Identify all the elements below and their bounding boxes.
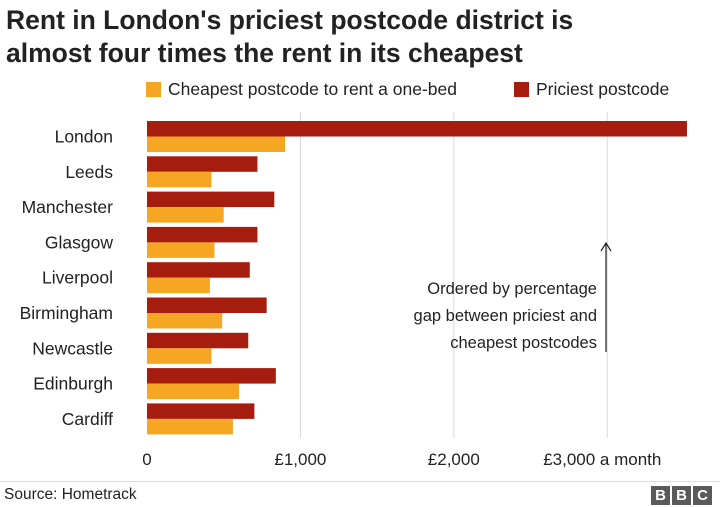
x-tick-label-3: £3,000 a month <box>543 450 661 469</box>
bbc-logo: B B C <box>651 486 712 505</box>
legend-item-priciest: Priciest postcode <box>514 77 669 101</box>
bar-cheapest-3 <box>147 242 215 258</box>
category-label-8: Cardiff <box>62 409 113 429</box>
bbc-logo-letter-1: B <box>651 486 670 505</box>
legend-swatch-priciest <box>514 81 529 97</box>
bar-chart: London Leeds Manchester Glasgow Liverpool Bir… <box>20 112 687 469</box>
bbc-logo-letter-3: C <box>693 486 712 505</box>
annotation-line-2: cheapest postcodes <box>450 334 597 352</box>
bar-cheapest-5 <box>147 313 223 329</box>
category-label-4: Liverpool <box>42 268 113 288</box>
bar-cheapest-0 <box>147 136 286 152</box>
bar-priciest-2 <box>147 191 275 208</box>
bar-priciest-1 <box>147 156 258 172</box>
category-label-5: Birmingham <box>20 303 113 323</box>
category-label-6: Newcastle <box>32 338 113 358</box>
bar-priciest-8 <box>147 403 255 419</box>
bar-cheapest-1 <box>147 171 212 188</box>
x-tick-label-2: £2,000 <box>428 450 480 469</box>
footer-divider <box>0 481 720 482</box>
bar-cheapest-2 <box>147 207 224 223</box>
category-label-7: Edinburgh <box>33 374 113 394</box>
category-label-1: Leeds <box>65 162 113 182</box>
bar-cheapest-7 <box>147 383 240 400</box>
legend-label-priciest: Priciest postcode <box>536 78 670 99</box>
annotation-line-0: Ordered by percentage <box>427 280 597 298</box>
legend-label-cheapest: Cheapest postcode to rent a one-bed <box>168 78 457 99</box>
chart-title-line-1: Rent in London's priciest postcode distr… <box>6 5 574 35</box>
x-tick-label-0: 0 <box>142 450 151 469</box>
bar-priciest-7 <box>147 368 276 384</box>
legend-swatch-cheapest <box>146 81 161 97</box>
category-label-2: Manchester <box>22 197 114 217</box>
source-note: Source: Hometrack <box>4 486 137 503</box>
bbc-logo-letter-2: B <box>672 486 691 505</box>
chart-title: Rent in London's priciest postcode distr… <box>6 4 714 70</box>
bar-priciest-4 <box>147 262 250 278</box>
bar-priciest-3 <box>147 226 258 243</box>
category-label-3: Glasgow <box>45 232 113 252</box>
bar-priciest-6 <box>147 332 249 349</box>
chart-title-line-2: almost four times the rent in its cheape… <box>6 38 523 68</box>
bar-cheapest-4 <box>147 277 210 294</box>
legend-item-cheapest: Cheapest postcode to rent a one-bed <box>146 77 457 101</box>
bar-cheapest-8 <box>147 418 233 435</box>
bar-priciest-5 <box>147 297 267 313</box>
annotation-arrow-head <box>600 241 612 252</box>
annotation-line-1: gap between priciest and <box>414 307 597 325</box>
bar-cheapest-6 <box>147 348 212 364</box>
bar-priciest-0 <box>147 121 687 137</box>
category-label-0: London <box>55 127 113 147</box>
x-tick-label-1: £1,000 <box>274 450 326 469</box>
